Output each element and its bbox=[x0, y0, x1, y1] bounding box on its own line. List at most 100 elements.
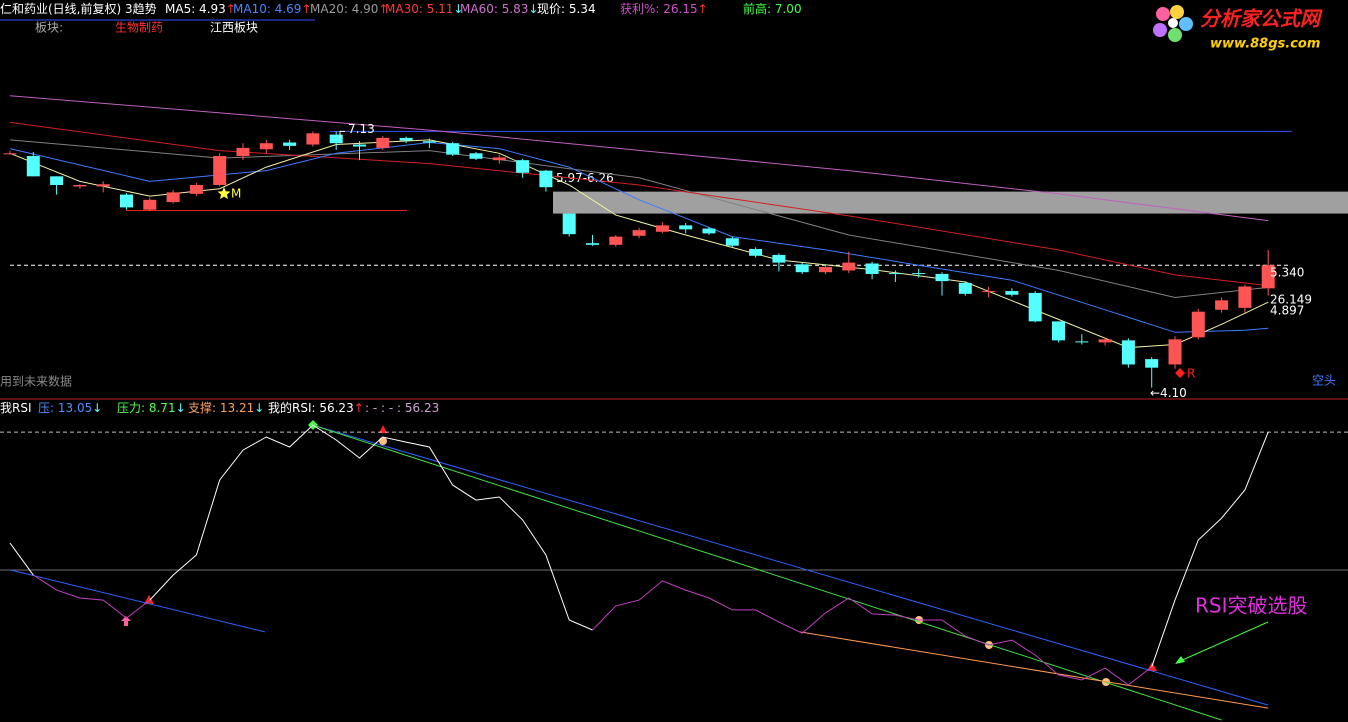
header-item: 仁和药业(日线,前复权) 3趋势 bbox=[0, 1, 157, 16]
header-item: : - : - : 56.23 bbox=[365, 401, 439, 415]
logo-petal bbox=[1153, 23, 1167, 37]
header-item: 现价: 5.34 bbox=[537, 2, 596, 16]
candle-body bbox=[725, 238, 739, 246]
annotation-arrow bbox=[1177, 621, 1269, 663]
logo-petal bbox=[1156, 7, 1170, 21]
candle-body bbox=[679, 225, 693, 230]
candle-body bbox=[73, 185, 87, 187]
candle-body bbox=[166, 192, 180, 203]
high-bracket bbox=[339, 130, 345, 138]
candle-body bbox=[1145, 359, 1159, 368]
header-arrow: ↑ bbox=[354, 401, 364, 415]
logo-center bbox=[1168, 18, 1178, 28]
header-item: 我的RSI: 56.23↑ bbox=[268, 400, 364, 415]
sector: 生物制药 bbox=[115, 21, 163, 35]
candle-body bbox=[213, 156, 227, 186]
candle-body bbox=[3, 153, 17, 155]
candle-body bbox=[516, 160, 530, 173]
header-arrow: ↑ bbox=[378, 2, 388, 16]
line-series bbox=[9, 569, 266, 633]
candle-body bbox=[912, 273, 926, 275]
candle-body bbox=[399, 137, 413, 141]
rsi-annotation: RSI突破选股 bbox=[1195, 594, 1308, 618]
header-text: MA30: 5.11 bbox=[385, 2, 453, 16]
header-arrow: ↑ bbox=[301, 2, 311, 16]
header-text: 仁和药业(日线,前复权) 3趋势 bbox=[0, 1, 157, 16]
candle-body bbox=[492, 157, 506, 161]
logo: 分析家公式网 www.88gs.com bbox=[1153, 5, 1323, 52]
header-item: MA30: 5.11↓ bbox=[385, 2, 463, 16]
price-annotation: 5.340 bbox=[1270, 266, 1304, 280]
candle-body bbox=[1075, 341, 1089, 343]
candle-body bbox=[562, 213, 576, 235]
header-text: MA5: 4.93 bbox=[165, 2, 226, 16]
candle-body bbox=[353, 144, 366, 147]
candle-body bbox=[96, 184, 110, 187]
candle-body bbox=[189, 185, 203, 194]
header-text: 压力: 8.71 bbox=[117, 401, 176, 415]
candle-body bbox=[329, 134, 343, 144]
header-item: 前高: 7.00 bbox=[743, 1, 802, 16]
sector-label: 板块: bbox=[35, 21, 63, 35]
gap-band bbox=[553, 191, 1348, 214]
candle-body bbox=[469, 153, 483, 159]
line-series bbox=[312, 424, 1269, 706]
signal-diamond bbox=[1175, 368, 1185, 378]
header-arrow: ↓ bbox=[176, 401, 186, 415]
candle-body bbox=[539, 170, 553, 188]
signal-hand bbox=[379, 437, 387, 445]
candle-body bbox=[935, 273, 949, 282]
sector: 江西板块 bbox=[210, 21, 258, 35]
candle-body bbox=[819, 266, 832, 273]
header-arrow: ↑ bbox=[698, 2, 708, 16]
candle-body bbox=[1005, 291, 1019, 295]
candle-body bbox=[1121, 340, 1135, 365]
header-item: MA10: 4.69↑ bbox=[233, 2, 311, 16]
candle-body bbox=[306, 133, 320, 145]
price-annotation: 7.13 bbox=[348, 122, 375, 136]
candle-body bbox=[1261, 265, 1275, 289]
signal-triangle bbox=[379, 425, 387, 433]
candle-body bbox=[749, 249, 763, 256]
candle-body bbox=[702, 228, 716, 234]
header-item: MA60: 5.83↓ bbox=[460, 2, 538, 16]
readout: 26.149 bbox=[1270, 293, 1312, 307]
header-text: 前高: 7.00 bbox=[743, 1, 802, 16]
candle-body bbox=[655, 225, 669, 232]
candle-body bbox=[1238, 286, 1252, 308]
signal-arrow bbox=[121, 616, 131, 626]
candle-body bbox=[1028, 292, 1042, 322]
line-series bbox=[9, 139, 1269, 299]
line-series bbox=[9, 424, 1269, 668]
header-text: MA20: 4.90 bbox=[310, 2, 378, 16]
logo-url: www.88gs.com bbox=[1210, 37, 1320, 52]
logo-petal bbox=[1168, 28, 1182, 42]
line-series bbox=[799, 631, 1269, 709]
candle-body bbox=[1168, 339, 1182, 365]
candle-body bbox=[842, 262, 856, 271]
signal-triangle bbox=[144, 595, 154, 604]
header-text: 我RSI bbox=[0, 401, 32, 415]
signal-label: R bbox=[1187, 367, 1195, 381]
candle-body bbox=[50, 176, 64, 186]
readout: 4.897 bbox=[1270, 304, 1304, 318]
annotation-arrowhead bbox=[1175, 656, 1185, 664]
candle-body bbox=[888, 273, 902, 275]
header-item: 支撑: 13.21↓ bbox=[188, 400, 264, 415]
note: 用到未来数据 bbox=[0, 374, 72, 389]
price-annotation: ←4.10 bbox=[1150, 386, 1187, 400]
header-arrow: ↑ bbox=[226, 2, 236, 16]
candle-body bbox=[1191, 311, 1205, 338]
header-text: 支撑: 13.21 bbox=[188, 400, 254, 415]
logo-title: 分析家公式网 bbox=[1200, 7, 1323, 31]
header-arrow: ↓ bbox=[92, 401, 102, 415]
candle-body bbox=[422, 141, 436, 143]
header-item: MA5: 4.93↑ bbox=[165, 2, 236, 16]
candle-body bbox=[26, 156, 40, 177]
header-item: MA20: 4.90↑ bbox=[310, 2, 388, 16]
candle-body bbox=[586, 243, 599, 245]
header-text: MA10: 4.69 bbox=[233, 2, 301, 16]
header-item: 我RSI bbox=[0, 401, 32, 415]
candle-body bbox=[1215, 300, 1229, 310]
